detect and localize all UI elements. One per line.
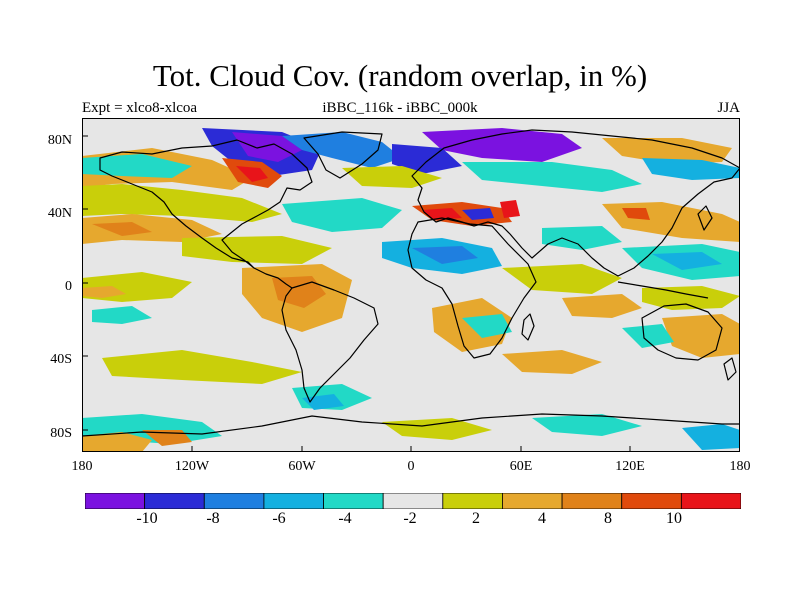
colorbar-swatch bbox=[561, 493, 623, 509]
anomaly-region-negative bbox=[232, 132, 302, 162]
anomaly-region-negative bbox=[92, 306, 152, 324]
anomaly-region-positive bbox=[412, 202, 512, 226]
colorbar-swatch bbox=[203, 493, 265, 509]
colorbar-swatch bbox=[85, 493, 146, 509]
anomaly-region-positive bbox=[422, 208, 462, 220]
anomaly-region-positive bbox=[642, 286, 740, 310]
coastline-australia bbox=[641, 303, 723, 361]
coastline-japan bbox=[697, 205, 713, 231]
anomaly-region-negative bbox=[462, 208, 494, 220]
anomaly-region-negative bbox=[282, 132, 402, 168]
anomaly-region-negative bbox=[422, 128, 582, 162]
anomaly-region-positive bbox=[82, 432, 152, 452]
colorbar-label: 2 bbox=[472, 510, 480, 527]
y-tick-label: 80S bbox=[50, 426, 72, 441]
anomaly-region-positive bbox=[182, 236, 332, 264]
anomaly-region-negative bbox=[652, 252, 722, 270]
season-label: JJA bbox=[717, 100, 740, 116]
coastline-new-zealand bbox=[723, 357, 737, 381]
colorbar-swatch bbox=[442, 493, 503, 509]
coastline-north-america bbox=[99, 139, 313, 269]
coastline-indonesia bbox=[617, 281, 709, 299]
anomaly-region-negative bbox=[682, 424, 740, 450]
coastline-central-america bbox=[253, 267, 293, 289]
coastline-madagascar bbox=[521, 313, 535, 341]
difference-label: iBBC_116k - iBBC_000k bbox=[322, 100, 478, 116]
y-tick-label: 0 bbox=[65, 279, 72, 294]
anomaly-region-positive bbox=[382, 418, 492, 440]
colorbar-label: 8 bbox=[604, 510, 612, 527]
anomaly-region-positive bbox=[142, 430, 192, 446]
colorbar-label: -2 bbox=[403, 510, 417, 527]
x-tick-label: 0 bbox=[407, 459, 415, 474]
colorbar-swatch bbox=[263, 493, 324, 509]
anomaly-field-layer bbox=[82, 128, 740, 452]
y-tick-label: 80N bbox=[47, 133, 72, 148]
x-tick-label: 120E bbox=[615, 459, 645, 474]
x-tick-label: 180 bbox=[71, 459, 93, 474]
colorbar-label: -6 bbox=[272, 510, 286, 527]
anomaly-region-negative bbox=[462, 314, 512, 338]
x-tick-label: 180 bbox=[729, 459, 751, 474]
colorbar-swatch bbox=[621, 493, 682, 509]
anomaly-region-positive bbox=[82, 184, 282, 222]
anomaly-region-positive bbox=[622, 208, 650, 220]
anomaly-region-negative bbox=[532, 414, 642, 436]
colorbar bbox=[85, 493, 741, 509]
anomaly-region-negative bbox=[392, 144, 462, 174]
anomaly-region-positive bbox=[236, 166, 268, 182]
colorbar-swatch bbox=[502, 493, 563, 509]
coastline-greenland bbox=[303, 131, 383, 179]
colorbar-label: -8 bbox=[206, 510, 220, 527]
colorbar-label: -10 bbox=[136, 510, 158, 527]
colorbar-swatch bbox=[323, 493, 384, 509]
y-tick-label: 40S bbox=[50, 352, 72, 367]
x-tick-label: 120W bbox=[174, 459, 210, 474]
anomaly-region-positive bbox=[92, 222, 152, 236]
colorbar-label: -4 bbox=[338, 510, 352, 527]
y-tick-label: 40N bbox=[47, 206, 72, 221]
coastline-layer bbox=[82, 129, 740, 437]
coastline-antarctica bbox=[82, 413, 740, 437]
map-tick-marks bbox=[82, 135, 631, 452]
colorbar-label: 10 bbox=[666, 510, 682, 527]
colorbar-swatch bbox=[382, 493, 444, 509]
x-tick-label: 60E bbox=[509, 459, 533, 474]
coastline-south-america bbox=[281, 281, 379, 403]
anomaly-region-positive bbox=[662, 314, 740, 358]
colorbar-swatch bbox=[680, 493, 741, 509]
colorbar-swatch bbox=[144, 493, 205, 509]
anomaly-region-negative bbox=[412, 246, 478, 264]
cloud-cover-difference-map bbox=[82, 118, 740, 452]
anomaly-region-negative bbox=[82, 154, 192, 178]
anomaly-region-negative bbox=[542, 226, 622, 250]
anomaly-region-negative bbox=[462, 162, 642, 192]
anomaly-region-negative bbox=[282, 198, 402, 232]
experiment-label: Expt = xlco8-xlcoa bbox=[82, 100, 198, 116]
anomaly-region-positive bbox=[500, 200, 520, 218]
anomaly-region-positive bbox=[102, 350, 302, 384]
x-tick-label: 60W bbox=[288, 459, 316, 474]
anomaly-region-positive bbox=[502, 350, 602, 374]
anomaly-region-positive bbox=[82, 286, 126, 298]
anomaly-region-negative bbox=[642, 158, 740, 180]
map-title: Tot. Cloud Cov. (random overlap, in %) bbox=[152, 58, 648, 93]
coastline-africa bbox=[407, 217, 537, 359]
anomaly-region-positive bbox=[562, 294, 642, 318]
anomaly-region-positive bbox=[82, 214, 222, 244]
anomaly-region-negative bbox=[622, 324, 674, 348]
colorbar-label: 4 bbox=[538, 510, 546, 527]
anomaly-region-positive bbox=[602, 138, 732, 164]
